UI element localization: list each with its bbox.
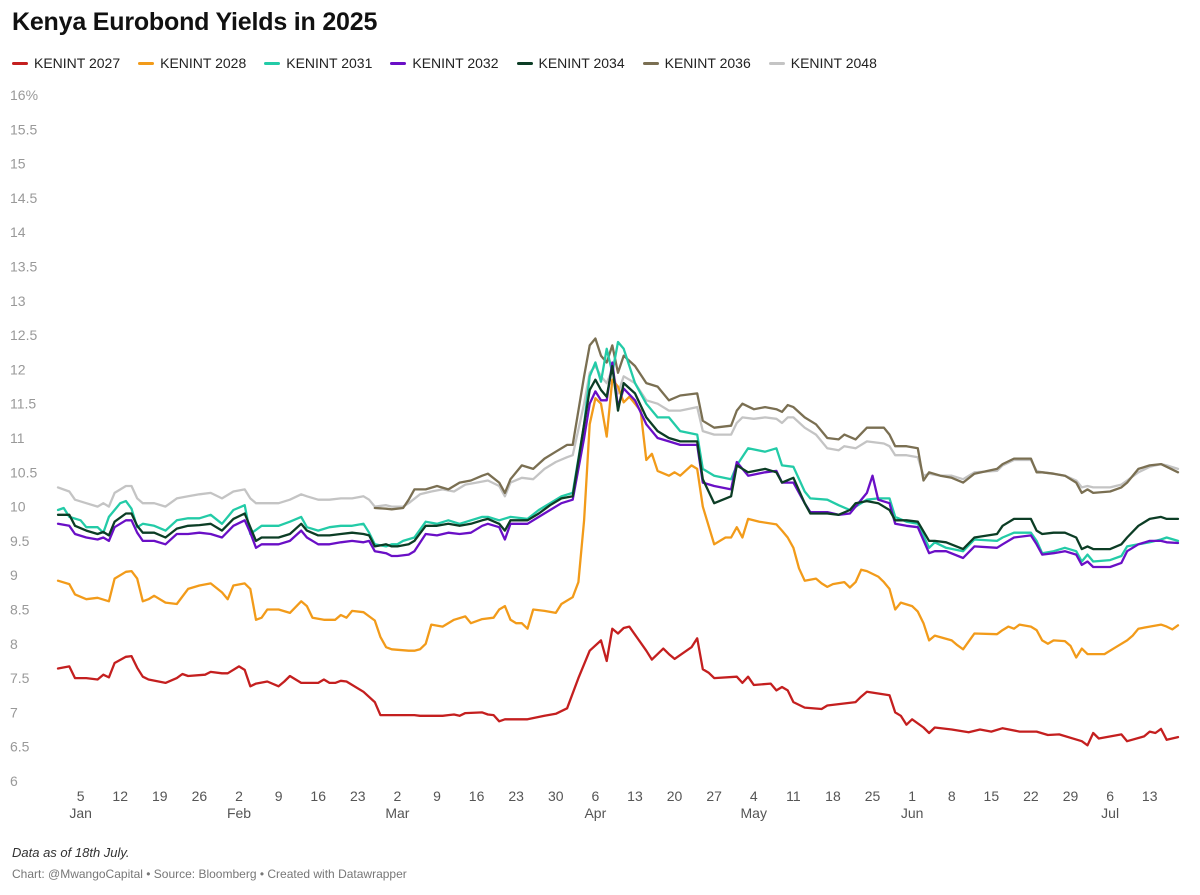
legend-swatch [264, 61, 281, 65]
legend-label: KENINT 2032 [412, 55, 499, 71]
legend-swatch [138, 61, 155, 65]
x-tick-label: 12 [112, 788, 128, 804]
chart-credit: Chart: @MwangoCapital • Source: Bloomber… [12, 867, 407, 881]
series-line-kenint-2027 [56, 625, 1180, 747]
y-tick-label: 11 [10, 430, 25, 446]
y-tick-label: 9 [10, 567, 18, 583]
legend-label: KENINT 2048 [790, 55, 877, 71]
legend-item-kenint-2036: KENINT 2036 [642, 55, 751, 71]
chart-legend: KENINT 2027 KENINT 2028 KENINT 2031 KENI… [12, 55, 877, 71]
legend-item-kenint-2034: KENINT 2034 [516, 55, 625, 71]
x-tick-label: 16 [469, 788, 485, 804]
y-tick-label: 8.5 [10, 602, 30, 618]
legend-item-kenint-2028: KENINT 2028 [138, 55, 246, 71]
x-tick-label: 16 [310, 788, 326, 804]
x-tick-label: 5 [77, 788, 85, 804]
y-tick-label: 15.5 [10, 121, 37, 137]
y-tick-label: 15 [10, 156, 26, 172]
x-tick-label: 2 [393, 788, 401, 804]
legend-label: KENINT 2028 [160, 55, 247, 71]
y-tick-label: 13.5 [10, 259, 37, 275]
y-tick-label: 6.5 [10, 739, 30, 755]
x-tick-label: 2 [235, 788, 243, 804]
x-tick-label: 8 [948, 788, 956, 804]
legend-swatch [390, 61, 407, 65]
x-tick-label: 25 [865, 788, 881, 804]
y-tick-label: 10 [10, 499, 26, 515]
y-tick-label: 9.5 [10, 533, 30, 549]
series-line-kenint-2032 [56, 361, 1180, 569]
legend-swatch [12, 61, 28, 65]
y-tick-label: 12 [10, 361, 26, 377]
x-tick-label: 13 [627, 788, 643, 804]
x-tick-label: 6 [1106, 788, 1114, 804]
series-line-kenint-2031 [56, 340, 1180, 563]
x-month-label: Jun [901, 805, 924, 821]
x-tick-label: 4 [750, 788, 758, 804]
x-tick-label: 19 [152, 788, 168, 804]
y-axis: 16% 15.5 15 14.5 14 13.5 13 12.5 12 11.5 11 10.5 10 9… [10, 87, 38, 789]
y-tick-label: 11.5 [10, 396, 36, 412]
x-tick-label: 23 [350, 788, 366, 804]
y-tick-label: 14 [10, 224, 26, 240]
legend-item-kenint-2027: KENINT 2027 [12, 55, 120, 71]
legend-item-kenint-2048: KENINT 2048 [768, 55, 877, 71]
y-tick-label: 7 [10, 704, 18, 720]
x-tick-label: 29 [1063, 788, 1079, 804]
legend-swatch [768, 61, 785, 65]
x-month-label: May [741, 805, 767, 821]
legend-label: KENINT 2027 [34, 55, 121, 71]
legend-label: KENINT 2034 [538, 55, 625, 71]
x-tick-label: 6 [591, 788, 599, 804]
legend-item-kenint-2031: KENINT 2031 [264, 55, 372, 71]
x-month-label: Mar [385, 805, 409, 821]
y-tick-label: 14.5 [10, 190, 37, 206]
x-tick-label: 9 [433, 788, 441, 804]
legend-label: KENINT 2036 [664, 55, 751, 71]
y-tick-label: 13 [10, 293, 26, 309]
x-tick-label: 11 [786, 788, 801, 804]
y-tick-label: 8 [10, 636, 18, 652]
series-line-kenint-2034 [56, 364, 1180, 551]
x-month-label: Apr [584, 805, 606, 821]
x-tick-label: 22 [1023, 788, 1039, 804]
x-month-label: Feb [227, 805, 251, 821]
y-tick-label: 6 [10, 773, 18, 789]
series-line-kenint-2036 [373, 337, 1180, 511]
x-tick-label: 13 [1142, 788, 1158, 804]
legend-item-kenint-2032: KENINT 2032 [390, 55, 499, 71]
legend-label: KENINT 2031 [286, 55, 373, 71]
x-month-label: Jul [1101, 805, 1119, 821]
line-chart: 16%15.51514.51413.51312.51211.51110.5109… [10, 87, 1180, 821]
x-tick-label: 30 [548, 788, 564, 804]
legend-swatch [642, 61, 659, 65]
x-tick-label: 9 [275, 788, 283, 804]
x-tick-label: 23 [508, 788, 524, 804]
x-tick-label: 27 [706, 788, 722, 804]
chart-title: Kenya Eurobond Yields in 2025 [12, 8, 378, 36]
x-tick-label: 15 [984, 788, 1000, 804]
x-tick-label: 26 [192, 788, 208, 804]
x-tick-label: 20 [667, 788, 683, 804]
y-tick-label: 7.5 [10, 670, 30, 686]
y-tick-label: 12.5 [10, 327, 37, 343]
legend-swatch [516, 61, 533, 65]
series-line-kenint-2028 [56, 378, 1180, 659]
x-month-label: Jan [69, 805, 92, 821]
x-tick-label: 1 [908, 788, 916, 804]
x-tick-label: 18 [825, 788, 841, 804]
series-lines [56, 337, 1180, 747]
y-tick-label: 10.5 [10, 464, 37, 480]
y-tick-label: 16% [10, 87, 38, 103]
chart-note: Data as of 18th July. [12, 845, 130, 860]
